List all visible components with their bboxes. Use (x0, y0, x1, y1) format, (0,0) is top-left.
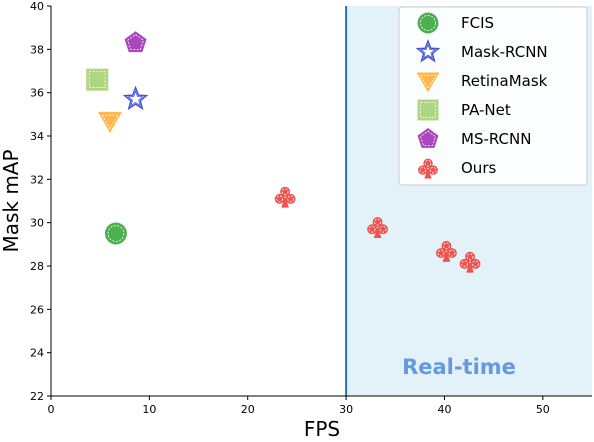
points-layer (86, 31, 481, 273)
legend-marker (416, 72, 440, 93)
point-ours-3 (435, 240, 457, 262)
y-tick-label: 30 (30, 217, 44, 230)
x-tick-label: 0 (48, 403, 55, 416)
legend-label: MS-RCNN (461, 130, 531, 148)
legend-marker (418, 158, 438, 179)
point-mask-rcnn-1 (122, 85, 149, 111)
y-tick-label: 36 (30, 87, 44, 100)
y-axis-title: Mask mAP (0, 149, 23, 252)
legend: FCIS Mask-RCNN RetinaMask PA-Net MS-RCNN Ours (398, 6, 588, 186)
legend-item-ours: Ours (418, 158, 496, 179)
x-tick-label: 40 (437, 403, 451, 416)
legend-label: PA-Net (461, 101, 511, 119)
y-tick-label: 34 (30, 130, 44, 143)
legend-item-ms-rcnn: MS-RCNN (417, 128, 531, 148)
legend-item-fcis: FCIS (417, 12, 494, 34)
point-ours-4 (459, 251, 481, 273)
legend-label: RetinaMask (461, 72, 548, 90)
legend-item-retinamask: RetinaMask (416, 72, 548, 93)
y-tick-label: 28 (30, 260, 44, 273)
point-pa-net-1 (86, 68, 109, 91)
point-ours-1 (274, 186, 296, 208)
axes-layer: 0 10 20 30 40 50 22 24 26 28 30 32 34 36 38 40 (30, 0, 592, 416)
point-fcis-1 (104, 222, 127, 245)
legend-marker (415, 39, 441, 63)
legend-label: Ours (461, 159, 496, 177)
legend-label: Mask-RCNN (461, 43, 548, 61)
y-tick-label: 22 (30, 390, 44, 403)
y-tick-label: 26 (30, 303, 44, 316)
legend-marker (417, 12, 439, 34)
x-tick-label: 30 (339, 403, 353, 416)
point-ms-rcnn-1 (124, 31, 147, 53)
y-tick-label: 40 (30, 0, 44, 13)
legend-item-pa-net: PA-Net (417, 99, 511, 121)
point-retinamask-1 (98, 111, 123, 133)
point-ours-2 (367, 217, 389, 238)
realtime-region-label: Real-time (402, 355, 516, 379)
x-tick-label: 10 (142, 403, 156, 416)
legend-marker (417, 128, 439, 148)
legend-frame (398, 6, 588, 186)
y-tick-label: 24 (30, 347, 44, 360)
legend-item-mask-rcnn: Mask-RCNN (415, 39, 548, 63)
x-tick-label: 50 (536, 403, 550, 416)
legend-label: FCIS (461, 14, 494, 32)
y-tick-label: 38 (30, 43, 44, 56)
x-tick-label: 20 (241, 403, 255, 416)
y-tick-label: 32 (30, 173, 44, 186)
legend-marker (417, 99, 439, 121)
x-axis-title: FPS (304, 417, 340, 441)
